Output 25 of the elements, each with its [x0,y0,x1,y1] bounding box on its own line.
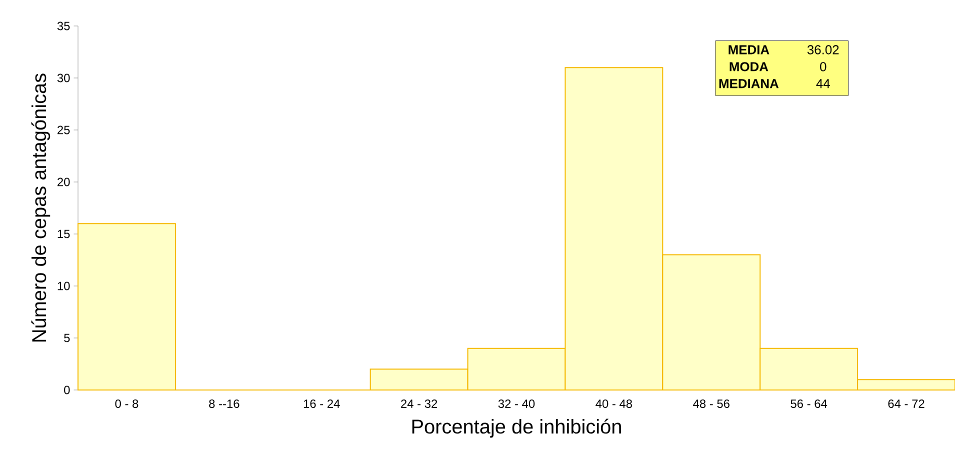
x-tick-label: 8 --16 [209,400,240,408]
y-tick-label: 5 [64,334,70,342]
y-tick-label: 25 [58,126,70,134]
x-tick-label: 16 - 24 [304,400,340,408]
annotation: 36.02 [807,45,839,54]
y-tick-label: 20 [58,178,70,186]
x-tick-label: 40 - 48 [596,400,632,408]
y-tick-label: 15 [58,230,70,238]
y-tick-label: 10 [58,282,70,290]
annotation: MEDIA [728,45,770,54]
x-tick-label: 48 - 56 [693,400,730,408]
x-tick-label: 56 - 64 [790,400,828,408]
annotation: 44 [816,79,830,88]
x-tick-label: 0 - 8 [115,400,138,408]
annotation: 0 [820,62,826,72]
y-axis-title: Número de cepas antagónicas [31,74,50,342]
y-tick-label: 35 [57,22,70,30]
x-tick-label: 24 - 32 [401,400,438,408]
y-tick-label: 0 [64,386,70,394]
x-tick-label: 64 - 72 [888,400,924,408]
y-tick-label: 30 [57,74,70,82]
annotation: MEDIANA [719,79,779,88]
x-axis-title: Porcentaje de inhibición [412,418,621,438]
annotation: MODA [730,62,768,72]
x-tick-label: 32 - 40 [498,400,535,408]
